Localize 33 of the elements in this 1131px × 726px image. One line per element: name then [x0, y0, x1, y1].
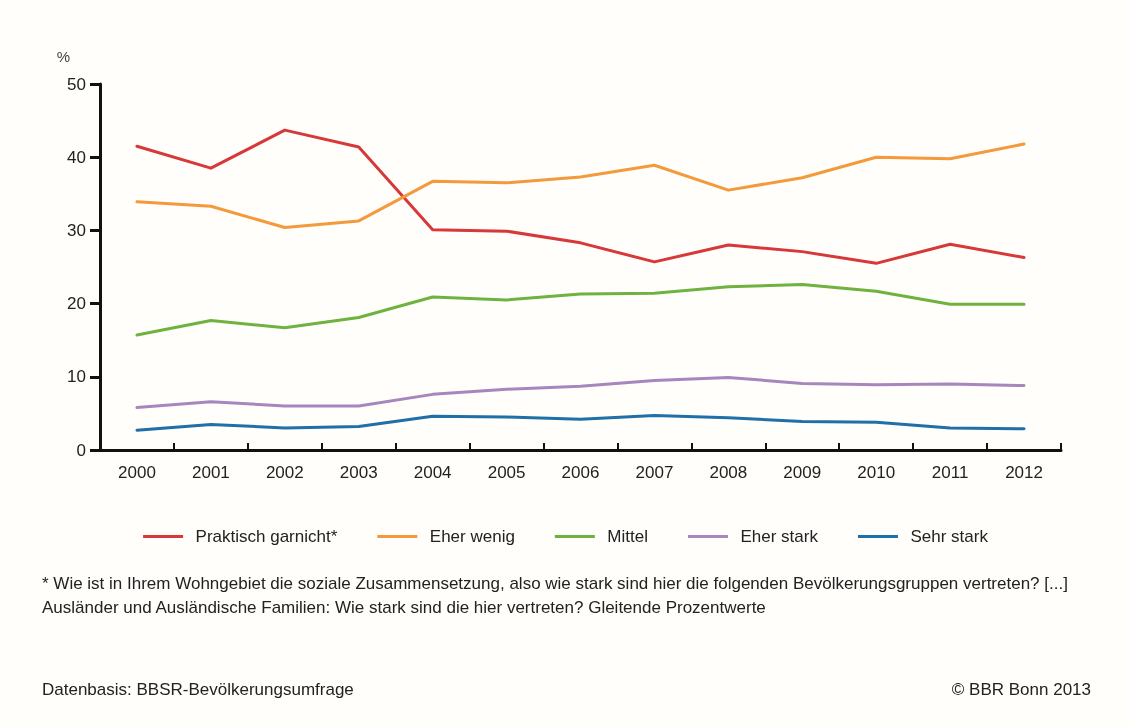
line-series: [135, 283, 1026, 337]
x-tick-label: 2008: [709, 463, 748, 482]
x-tick-label: 2012: [1005, 463, 1043, 482]
legend-label: Sehr stark: [910, 527, 989, 546]
x-tick-label: 2007: [635, 463, 674, 482]
y-tick-label: 50: [67, 74, 86, 94]
y-tick-label: 0: [76, 440, 86, 460]
line-series: [135, 376, 1026, 410]
x-tick-label: 2000: [118, 463, 156, 482]
x-tick-label: 2009: [783, 463, 822, 482]
x-tick-label: 2010: [857, 463, 896, 482]
y-tick-label: 20: [67, 294, 86, 314]
y-tick-label: 40: [67, 147, 86, 167]
text: © BBR Bonn 2013: [951, 679, 1091, 701]
legend-label: Eher stark: [740, 527, 819, 546]
x-tick-label: 2004: [413, 463, 452, 482]
line-series: [135, 128, 1026, 265]
x-tick-label: 2005: [487, 463, 526, 482]
x-tick-label: 2003: [339, 463, 378, 482]
legend-label: Mittel: [607, 527, 648, 546]
line-series: [135, 142, 1026, 229]
y-tick-label: 10: [67, 367, 86, 387]
text: Datenbasis: BBSR-Bevölkerungsumfrage: [42, 679, 354, 701]
legend-label: Praktisch garnicht*: [195, 527, 338, 546]
y-axis-title: %: [56, 48, 70, 65]
line-series: [135, 414, 1026, 432]
y-tick-label: 30: [67, 220, 86, 240]
x-tick-label: 2006: [561, 463, 600, 482]
x-tick-label: 2011: [931, 463, 969, 482]
x-tick-label: 2001: [191, 463, 230, 482]
legend-label: Eher wenig: [429, 527, 515, 546]
x-tick-label: 2002: [265, 463, 304, 482]
text: * Wie ist in Ihrem Wohngebiet die soziale Zusammensetzung, also wie stark sind hier die folgenden Bevölkerungsgruppen vertreten? [...] Ausländer und Ausländische Familien: Wie stark sind die hier vertreten? Gleitende Prozentwerte: [42, 573, 1069, 619]
